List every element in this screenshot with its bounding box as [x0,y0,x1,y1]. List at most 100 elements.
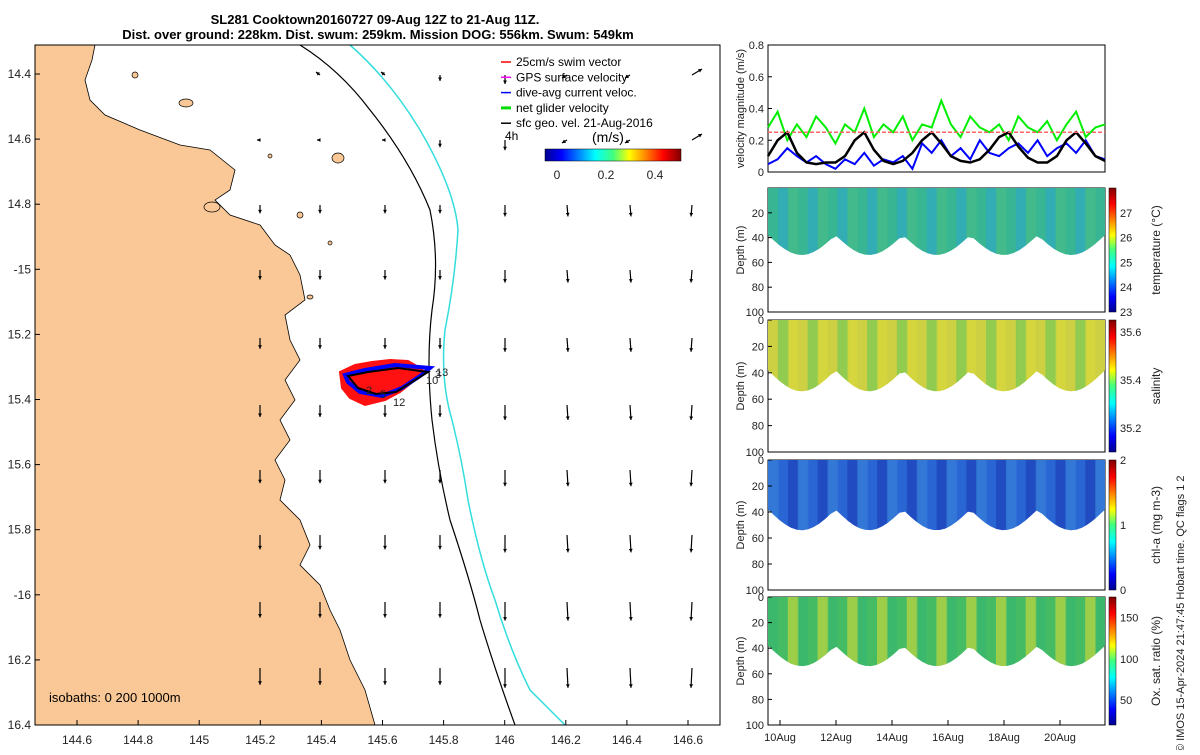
arrow-head [257,138,261,142]
section-y-tick-label: 40 [752,233,764,245]
section-column [1095,188,1105,255]
legend-entry: 25cm/s swim vector [501,55,621,69]
velocity-arrow [624,74,631,79]
section-column [1095,460,1105,531]
date-tick-label: 10Aug [764,732,796,744]
velocity-arrow [689,337,694,352]
track-label-3: 3 [435,369,441,381]
arrow-head [689,616,694,621]
arrow-head [318,479,322,484]
velocity-arrow [318,668,322,685]
map-y-tick-label: 15.6 [8,458,32,472]
section-column [1045,460,1057,531]
section-column [946,597,958,667]
map-panel: 3 12 2 5 10 13 144.6 144.8 145 145.2 145.4 14… [8,44,721,747]
section-column [1085,188,1097,255]
section-column [1055,460,1067,531]
arrow-head [438,143,442,148]
velocity-arrow [438,205,442,214]
velocity-arrow [318,405,322,417]
date-tick-label: 16Aug [932,732,964,744]
velocity-arrow [383,668,387,685]
section-column [1035,188,1047,255]
legend-label: dive-avg current veloc. [516,86,637,100]
map-colorbar [544,148,682,162]
arrow-head [562,139,566,143]
section-column [1055,320,1067,392]
map-x-tick-label: 146.6 [673,733,703,747]
velocity-arrow [628,469,633,487]
section-column [1095,597,1105,667]
arrow-head [438,77,442,81]
legend-entry: dive-avg current veloc. [501,86,637,100]
arrow-head [689,212,694,217]
section-column [995,597,1007,667]
section-data [768,320,1105,392]
arrow-head [689,278,694,283]
velocity-arrow [503,668,507,688]
section-column [817,188,829,255]
section-y-tick-label: 40 [752,368,764,380]
section-y-tick-label: 40 [752,507,764,519]
section-y-tick-label: 60 [752,533,764,545]
section-column [847,597,859,667]
section-column [1075,460,1087,531]
section-y-tick-label: 20 [752,208,764,220]
section-column [827,460,839,531]
velocity-arrow [258,270,262,280]
velocity-arrow [318,470,322,484]
arrow-head [383,614,387,618]
velocity-arrow [628,404,633,421]
arrow-head [383,345,387,349]
map-x-tick-label: 145.8 [429,733,459,747]
section-column [768,460,779,531]
section-column [1045,188,1057,255]
arrow-head [565,482,570,487]
velocity-arrow [438,602,442,618]
section-column [1085,460,1097,531]
colorbar-tick: 0.4 [647,168,664,182]
section-column [877,460,888,531]
section-column [1015,460,1027,531]
section-y-tick-label: 100 [746,720,764,732]
velocity-arrow [503,270,507,283]
section-column [956,597,968,667]
arrow-head [318,614,322,618]
section-column [926,460,938,531]
section-column [1055,188,1067,255]
legend-entry: GPS surface velocity [501,70,627,84]
colorbar-tick-label: 0 [1120,585,1126,597]
arrow-head [438,276,442,280]
arrow-head [503,482,507,487]
section-y-tick-label: 60 [752,669,764,681]
section-y-tick-label: 20 [752,481,764,493]
velocity-arrow [689,601,694,621]
section-y-tick-label: 60 [752,394,764,406]
velocity-arrow [438,140,442,148]
section-column [1015,597,1027,667]
arrow-head [258,345,262,349]
colorbar-tick-label: 1 [1120,520,1126,532]
map-y-tick-label: 16.4 [8,718,32,732]
title-line-1: SL281 Cooktown20160727 09-Aug 12Z to 21-… [211,12,540,27]
section-y-tick-label: 40 [752,643,764,655]
velocity-arrow [691,68,703,76]
velocity-arrow [317,138,321,142]
velocity-arrow [689,469,694,487]
section-column [986,597,997,667]
section-column [787,597,799,667]
section-column [817,597,829,667]
velocity-arrow [503,338,507,352]
section-column [1005,597,1017,667]
islands [131,71,345,300]
arrow-head [562,74,566,78]
section-column [916,188,928,255]
section-column [886,460,898,531]
section-colorbar [1108,187,1117,313]
arrow-head [318,345,322,349]
velocity-arrow [258,470,262,484]
velocity-arrow [318,338,322,349]
velocity-arrow [258,535,262,550]
